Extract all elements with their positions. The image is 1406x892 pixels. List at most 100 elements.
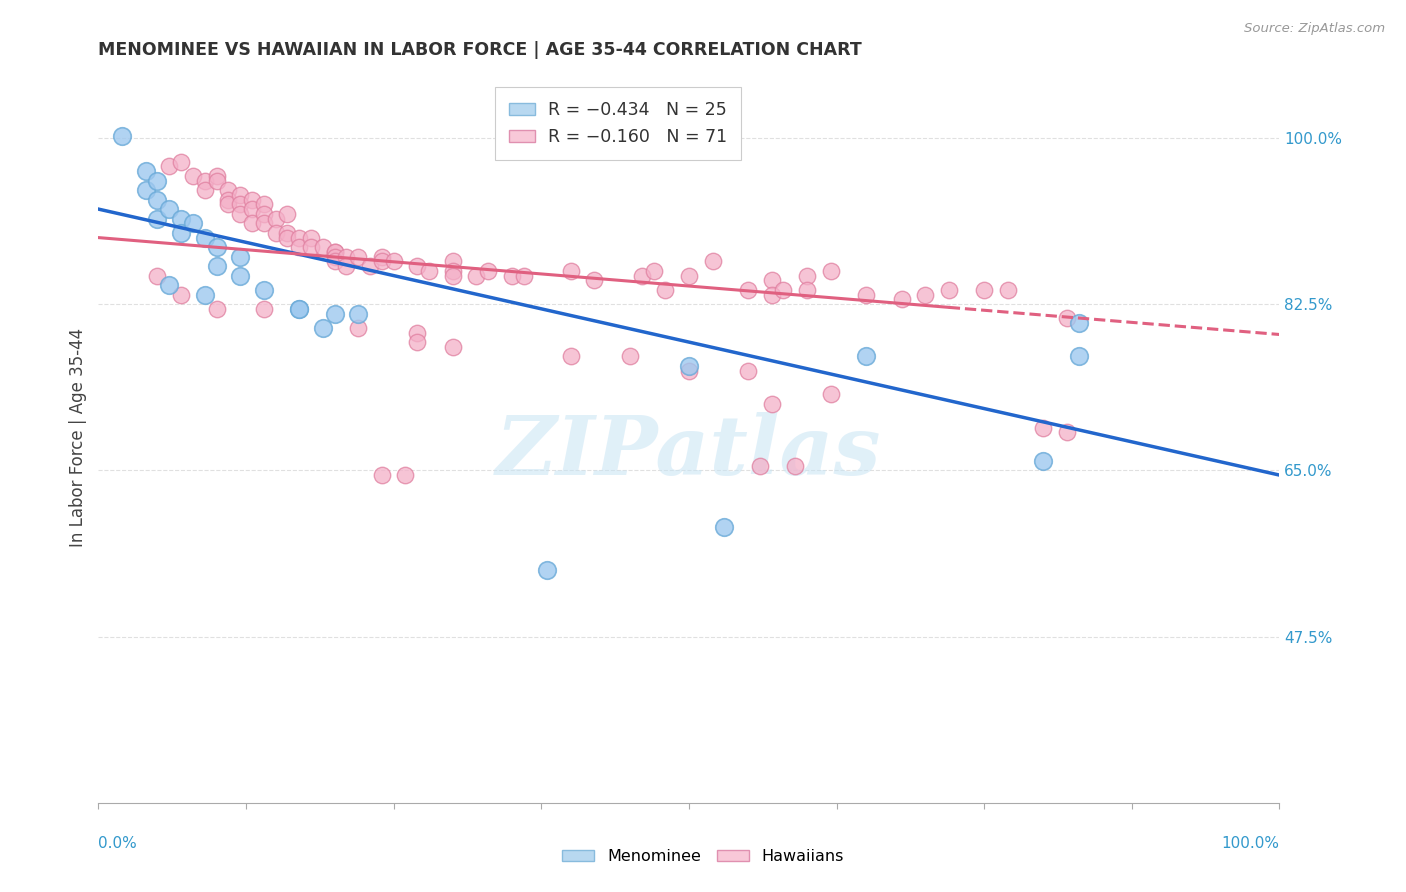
Y-axis label: In Labor Force | Age 35-44: In Labor Force | Age 35-44 xyxy=(69,327,87,547)
Point xyxy=(583,273,606,287)
Point xyxy=(560,349,582,363)
Point xyxy=(347,250,370,264)
Point xyxy=(1067,316,1090,330)
Point xyxy=(194,230,217,244)
Point xyxy=(135,164,157,178)
Point xyxy=(264,211,287,226)
Point xyxy=(253,197,276,211)
Point xyxy=(253,283,276,297)
Point xyxy=(785,458,807,473)
Point xyxy=(512,268,534,283)
Point xyxy=(630,268,652,283)
Point xyxy=(229,187,252,202)
Point xyxy=(702,254,724,268)
Point xyxy=(1067,349,1090,363)
Legend: Menominee, Hawaiians: Menominee, Hawaiians xyxy=(555,843,851,871)
Point xyxy=(253,207,276,221)
Point xyxy=(276,207,298,221)
Point xyxy=(441,340,464,354)
Point xyxy=(240,193,263,207)
Point xyxy=(441,264,464,278)
Point xyxy=(536,563,558,577)
Point xyxy=(312,240,335,254)
Point xyxy=(240,202,263,216)
Point xyxy=(194,287,217,301)
Point xyxy=(654,283,676,297)
Point xyxy=(205,169,228,183)
Text: MENOMINEE VS HAWAIIAN IN LABOR FORCE | AGE 35-44 CORRELATION CHART: MENOMINEE VS HAWAIIAN IN LABOR FORCE | A… xyxy=(98,41,862,59)
Point xyxy=(761,397,783,411)
Point xyxy=(229,268,252,283)
Point xyxy=(501,268,523,283)
Point xyxy=(796,283,818,297)
Point xyxy=(146,268,169,283)
Point xyxy=(111,128,134,143)
Point xyxy=(229,250,252,264)
Point xyxy=(299,230,322,244)
Point xyxy=(253,301,276,316)
Point xyxy=(312,321,335,335)
Point xyxy=(406,335,429,350)
Point xyxy=(157,202,180,216)
Point xyxy=(371,468,394,483)
Point xyxy=(406,326,429,340)
Point xyxy=(146,193,169,207)
Text: 100.0%: 100.0% xyxy=(1222,836,1279,851)
Point xyxy=(1056,311,1078,326)
Point xyxy=(217,197,239,211)
Point xyxy=(382,254,405,268)
Point xyxy=(678,363,700,377)
Point xyxy=(761,287,783,301)
Point xyxy=(157,159,180,173)
Point xyxy=(146,211,169,226)
Point xyxy=(820,264,842,278)
Point xyxy=(619,349,641,363)
Point xyxy=(441,254,464,268)
Point xyxy=(973,283,995,297)
Point xyxy=(288,301,311,316)
Point xyxy=(323,244,346,259)
Point xyxy=(323,254,346,268)
Point xyxy=(205,301,228,316)
Point xyxy=(323,307,346,321)
Point xyxy=(217,183,239,197)
Point xyxy=(371,254,394,268)
Point xyxy=(772,283,794,297)
Point xyxy=(181,216,204,230)
Point xyxy=(914,287,936,301)
Point xyxy=(170,154,193,169)
Point xyxy=(678,359,700,373)
Point xyxy=(997,283,1019,297)
Text: Source: ZipAtlas.com: Source: ZipAtlas.com xyxy=(1244,22,1385,36)
Point xyxy=(299,240,322,254)
Point xyxy=(135,183,157,197)
Point xyxy=(465,268,488,283)
Point xyxy=(288,240,311,254)
Point xyxy=(288,230,311,244)
Point xyxy=(406,259,429,273)
Point xyxy=(560,264,582,278)
Point xyxy=(146,173,169,187)
Point xyxy=(713,520,735,534)
Point xyxy=(1032,420,1054,434)
Point xyxy=(394,468,416,483)
Point xyxy=(643,264,665,278)
Point xyxy=(194,183,217,197)
Point xyxy=(217,193,239,207)
Legend: R = −0.434   N = 25, R = −0.160   N = 71: R = −0.434 N = 25, R = −0.160 N = 71 xyxy=(495,87,741,160)
Point xyxy=(737,283,759,297)
Point xyxy=(1056,425,1078,440)
Point xyxy=(796,268,818,283)
Point xyxy=(359,259,381,273)
Text: ZIPatlas: ZIPatlas xyxy=(496,412,882,491)
Point xyxy=(335,259,357,273)
Point xyxy=(477,264,499,278)
Point xyxy=(170,226,193,240)
Point xyxy=(170,211,193,226)
Point xyxy=(761,273,783,287)
Point xyxy=(938,283,960,297)
Point xyxy=(205,240,228,254)
Point xyxy=(194,173,217,187)
Point xyxy=(737,363,759,377)
Point xyxy=(323,250,346,264)
